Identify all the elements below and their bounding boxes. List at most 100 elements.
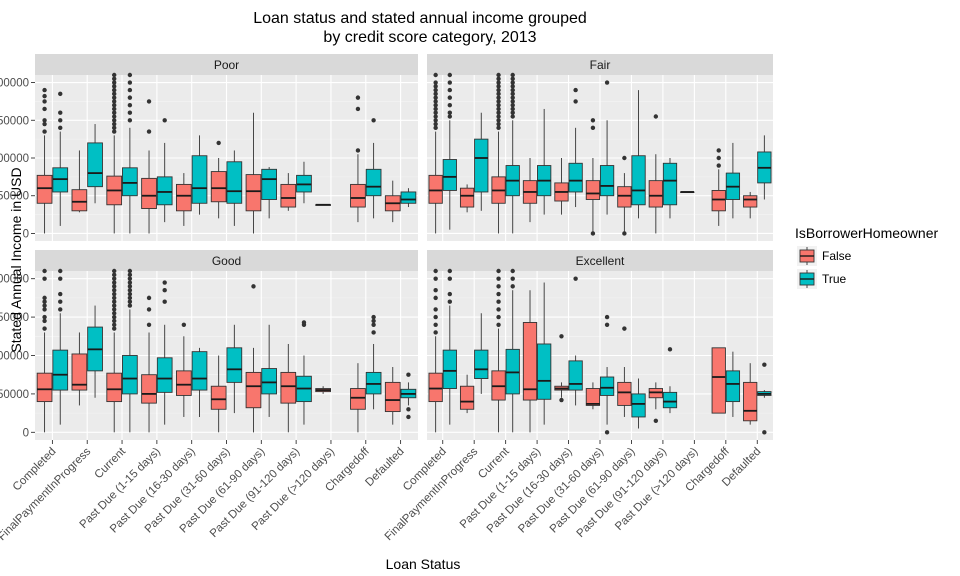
iqr-box xyxy=(71,353,88,391)
outlier-point xyxy=(127,118,133,123)
outlier-point xyxy=(433,99,438,104)
box-true xyxy=(505,72,520,234)
iqr-box xyxy=(585,180,601,200)
outlier-point xyxy=(371,322,376,327)
outlier-point xyxy=(716,163,721,168)
box-true xyxy=(400,188,417,208)
box-false xyxy=(106,72,123,234)
outlier-point xyxy=(42,106,47,112)
iqr-box xyxy=(662,391,678,409)
box-true xyxy=(474,112,489,211)
box-false xyxy=(350,363,366,433)
strip-background xyxy=(35,54,418,75)
iqr-box xyxy=(365,168,382,197)
box-false xyxy=(428,268,443,433)
outlier-point xyxy=(433,95,438,100)
outlier-point xyxy=(496,291,501,297)
iqr-box xyxy=(428,174,443,204)
outlier-point xyxy=(447,114,453,119)
iqr-box xyxy=(210,171,227,203)
iqr-box xyxy=(71,189,88,212)
outlier-point xyxy=(355,106,361,112)
outlier-point xyxy=(447,291,453,297)
chart-title-line1: Loan status and stated annual income gro… xyxy=(253,10,587,27)
x-axis-title: Loan Status xyxy=(386,556,461,572)
box-false xyxy=(459,184,475,213)
iqr-box xyxy=(280,371,297,404)
box-true xyxy=(474,313,489,394)
strip-background xyxy=(35,250,418,271)
iqr-box xyxy=(156,357,173,393)
iqr-box xyxy=(156,176,173,206)
outlier-point xyxy=(42,314,47,320)
outlier-point xyxy=(112,295,117,301)
outlier-point xyxy=(58,91,63,97)
iqr-box xyxy=(743,381,758,422)
box-true xyxy=(442,72,457,230)
outlier-point xyxy=(573,99,578,104)
iqr-box xyxy=(459,385,475,410)
iqr-box xyxy=(648,180,663,208)
outlier-point xyxy=(433,268,438,274)
outlier-point xyxy=(496,99,501,104)
outlier-point xyxy=(127,299,133,304)
outlier-point xyxy=(112,322,117,327)
box-false xyxy=(617,155,632,236)
outlier-point xyxy=(127,284,133,289)
outlier-point xyxy=(433,110,438,115)
outlier-point xyxy=(127,280,133,285)
outlier-point xyxy=(433,307,438,312)
outlier-point xyxy=(604,322,610,327)
strip-label: Poor xyxy=(214,58,239,72)
outlier-point xyxy=(112,276,117,281)
iqr-box xyxy=(122,167,138,197)
iqr-box xyxy=(631,393,646,418)
box-false xyxy=(175,322,192,417)
outlier-point xyxy=(127,110,133,115)
outlier-point xyxy=(510,114,515,119)
outlier-point xyxy=(112,118,117,123)
outlier-point xyxy=(127,295,133,301)
box-false xyxy=(711,347,726,414)
outlier-point xyxy=(42,121,47,127)
outlier-point xyxy=(58,276,63,281)
iqr-box xyxy=(711,189,726,212)
outlier-point xyxy=(112,125,117,131)
box-false xyxy=(245,112,262,234)
outlier-point xyxy=(447,87,453,93)
box-true xyxy=(261,167,278,219)
outlier-point xyxy=(112,291,117,297)
outlier-point xyxy=(112,99,117,104)
outlier-point xyxy=(510,72,515,78)
y-tick-label: 100000 xyxy=(0,351,29,363)
box-true xyxy=(156,280,173,425)
outlier-point xyxy=(42,93,47,99)
outlier-point xyxy=(181,322,187,327)
iqr-box xyxy=(474,138,489,193)
outlier-point xyxy=(433,106,438,112)
iqr-box xyxy=(52,349,69,391)
box-true xyxy=(757,135,772,200)
box-false xyxy=(648,114,663,234)
box-true xyxy=(365,314,382,410)
box-true xyxy=(87,124,103,204)
outlier-point xyxy=(112,84,117,89)
outlier-point xyxy=(447,80,453,85)
box-true xyxy=(442,268,457,425)
strip-label: Fair xyxy=(590,58,611,72)
box-true xyxy=(631,90,646,219)
iqr-box xyxy=(87,142,103,188)
outlier-point xyxy=(510,106,515,112)
y-tick-label: 100000 xyxy=(0,153,29,165)
outlier-point xyxy=(58,291,63,297)
outlier-point xyxy=(433,80,438,85)
outlier-point xyxy=(433,330,438,335)
y-tick-label: 0 xyxy=(23,427,29,439)
box-true xyxy=(191,135,208,215)
box-false xyxy=(743,191,758,219)
outlier-point xyxy=(559,334,564,339)
iqr-box xyxy=(662,162,678,206)
outlier-point xyxy=(112,268,117,274)
box-false xyxy=(459,374,475,414)
box-true xyxy=(52,268,69,425)
